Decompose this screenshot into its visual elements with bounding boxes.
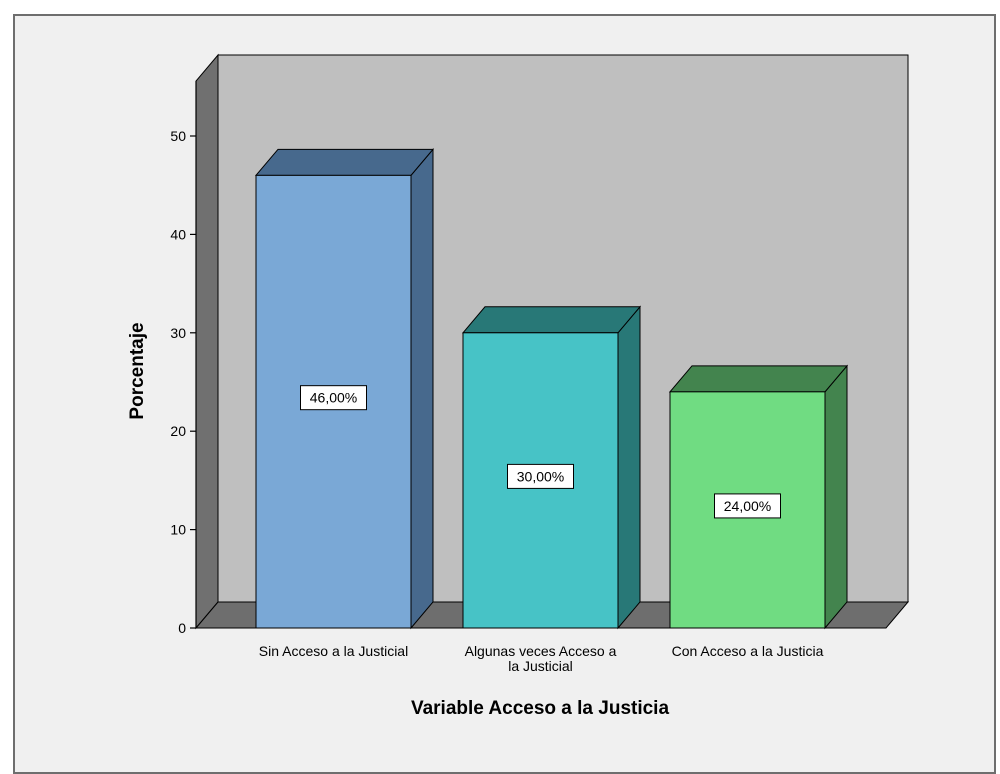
y-axis-ticks: 0 10 20 30 40 50 <box>170 128 196 636</box>
y-tick-label: 30 <box>170 325 186 341</box>
bar-side <box>410 147 434 630</box>
bar-top <box>461 306 642 334</box>
x-category-label: Algunas veces Acceso a la Justicial <box>465 643 617 674</box>
bar: 46,00% <box>254 147 435 630</box>
data-label: 30,00% <box>507 463 574 489</box>
y-tick-label: 20 <box>170 423 186 439</box>
y-axis-title: Porcentaje <box>127 322 148 419</box>
x-axis-categories: Sin Acceso a la Justicial Algunas veces A… <box>259 643 824 674</box>
bar: 24,00% <box>668 364 849 630</box>
y-tick-label: 10 <box>170 522 186 538</box>
data-label-box <box>300 385 367 411</box>
x-axis-title: Variable Acceso a la Justicia <box>411 698 669 719</box>
data-label-box <box>507 463 574 489</box>
bar: 30,00% <box>461 305 642 630</box>
data-label: 46,00% <box>300 385 367 411</box>
bar-side <box>617 305 641 630</box>
data-label-text: 30,00% <box>517 468 564 484</box>
y-tick-label: 0 <box>178 620 186 636</box>
data-label: 24,00% <box>714 493 781 519</box>
y-tick-label: 40 <box>170 226 186 242</box>
data-label-box <box>714 493 781 519</box>
data-label-text: 46,00% <box>310 390 357 406</box>
bar-top <box>254 148 435 176</box>
bars: 46,00% 30,00% 24,00% <box>254 147 849 630</box>
data-label-text: 24,00% <box>724 498 771 514</box>
plot-left-wall <box>195 53 219 630</box>
bar-top <box>668 365 849 393</box>
bar-side <box>824 364 848 630</box>
x-category-label: Sin Acceso a la Justicial <box>259 643 408 659</box>
x-category-label: Con Acceso a la Justicia <box>672 643 824 659</box>
y-tick-label: 50 <box>170 128 186 144</box>
